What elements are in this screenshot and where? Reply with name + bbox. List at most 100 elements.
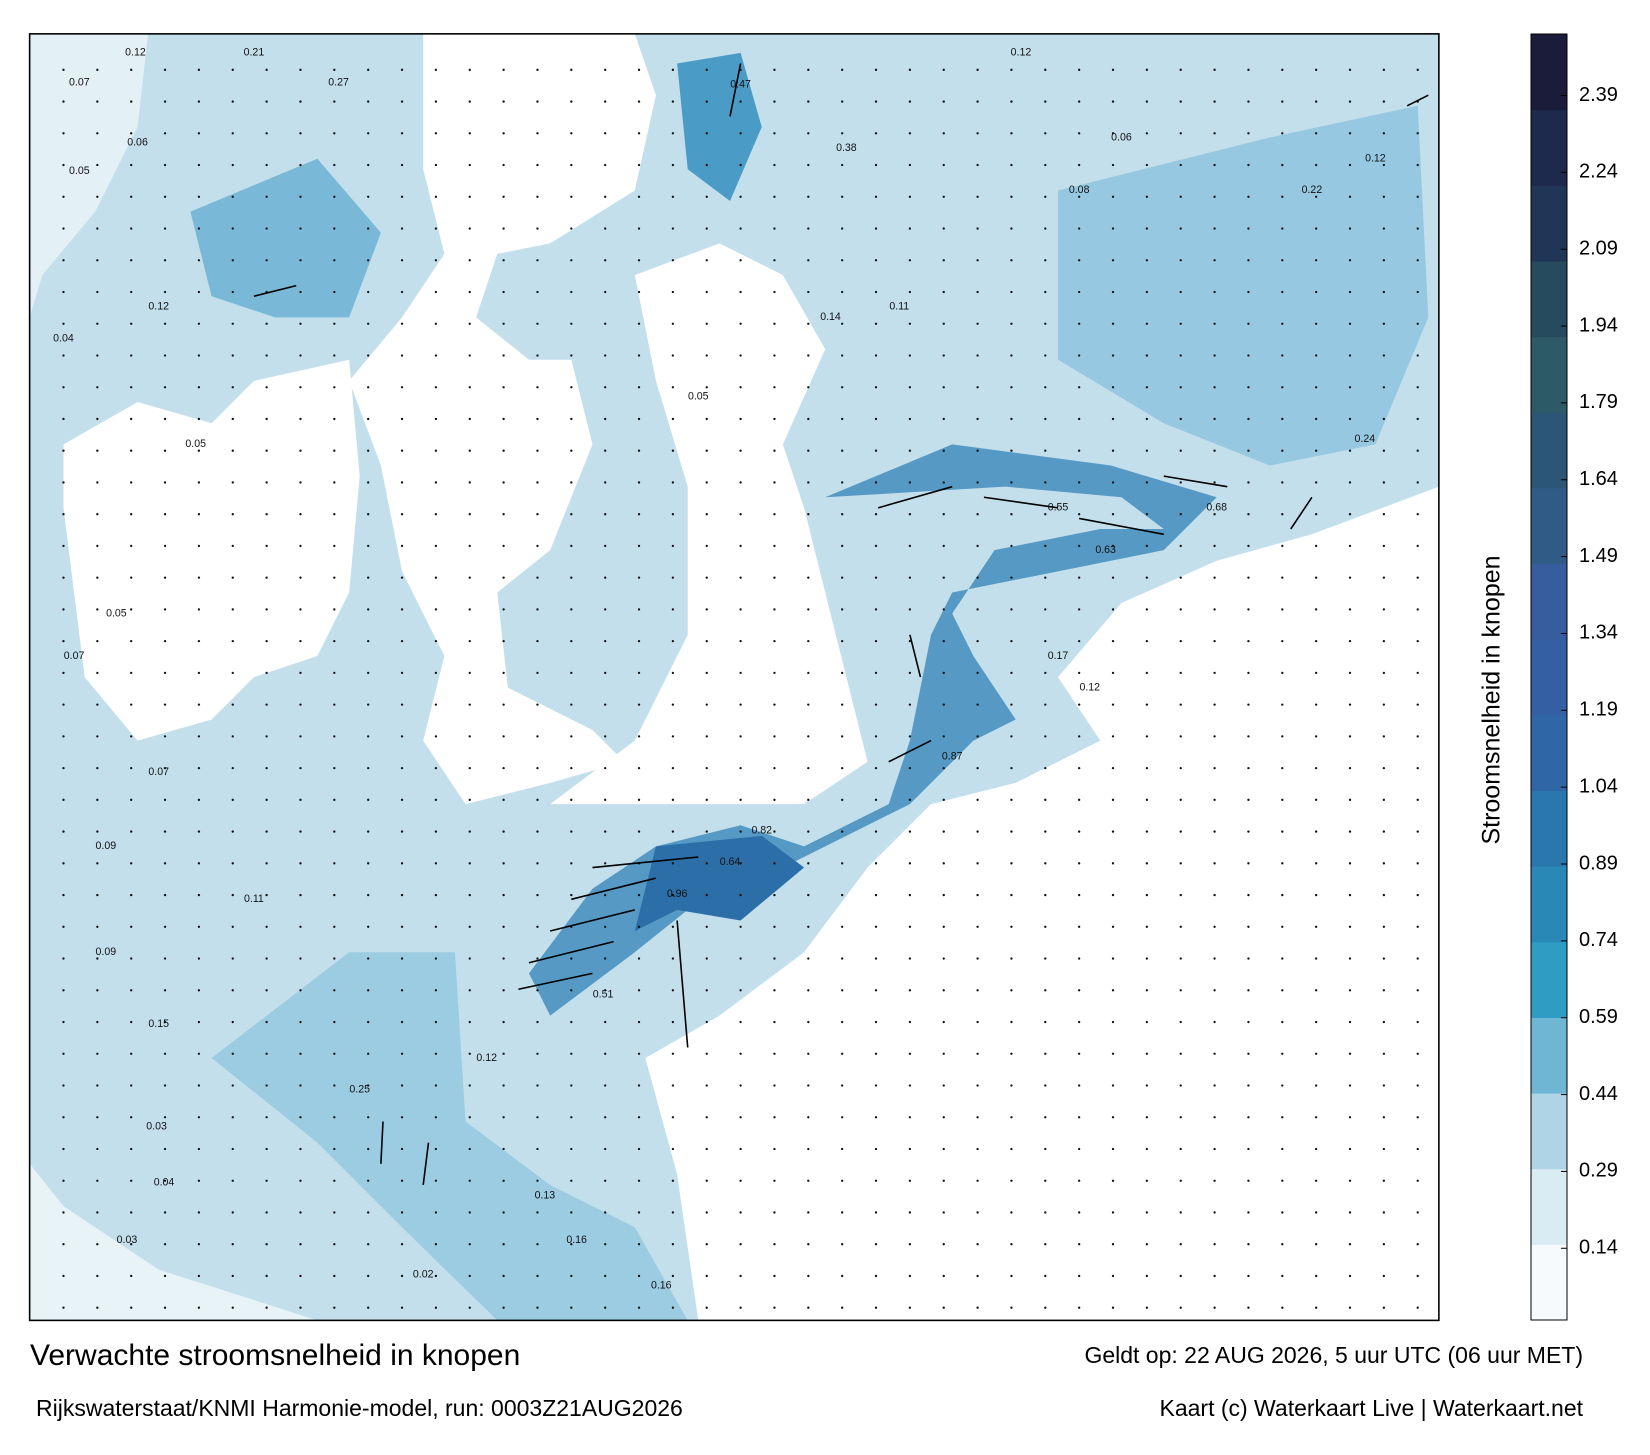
grid-dot [976,1179,979,1182]
grid-dot [1281,1052,1284,1055]
grid-dot [671,639,675,643]
grid-dot [874,481,878,484]
grid-dot [705,195,708,198]
grid-dot [333,608,336,611]
speed-label: 0.12 [476,1052,497,1064]
grid-dot [1213,354,1216,357]
grid-dot [1010,608,1013,611]
grid-dot [434,227,438,230]
grid-dot [739,1179,742,1182]
grid-dot [231,703,234,706]
grid-dot [502,1306,505,1309]
grid-dot [1281,386,1284,389]
grid-dot [1111,449,1115,452]
grid-dot [299,862,302,865]
grid-dot [1179,132,1182,135]
grid-dot [1010,290,1013,294]
grid-dot [637,1243,641,1246]
grid-dot [1077,1116,1081,1119]
grid-dot [468,513,471,516]
grid-dot [130,354,133,357]
land [645,486,1439,1321]
grid-dot [1044,544,1047,548]
grid-dot [1416,989,1419,992]
grid-dot [976,1243,979,1246]
grid-dot [231,1211,234,1214]
grid-dot [604,68,607,71]
grid-dot [807,449,810,452]
grid-dot [163,608,167,611]
grid-dot [502,1147,505,1151]
grid-dot [1348,893,1352,897]
grid-dot [1416,1020,1419,1024]
grid-dot [874,449,878,452]
grid-dot [705,1306,708,1309]
grid-dot [1281,163,1284,167]
colorbar-tick-label: 0.44 [1579,1083,1618,1105]
grid-dot [1077,513,1081,516]
grid-dot [231,386,234,389]
arrow [549,909,635,932]
grid-dot [942,1147,945,1151]
grid-dot [197,608,201,611]
grid-dot [773,1243,776,1246]
grid-dot [1145,1052,1149,1055]
grid-dot [231,68,234,71]
grid-dot [739,322,742,325]
grid-dot [1010,354,1013,357]
grid-dot [367,1211,370,1214]
grid-dot [1111,1179,1115,1182]
grid-dot [739,163,742,167]
grid-dot [434,1179,438,1182]
grid-dot [1281,1179,1284,1182]
grid-dot [976,290,979,294]
grid-dot [96,1020,99,1024]
speed-label: 0.63 [1095,544,1116,556]
grid-dot [908,703,912,706]
arrow [1079,517,1164,536]
grid-dot [1416,957,1419,960]
grid-dot [874,100,878,103]
grid-dot [1348,1116,1352,1119]
grid-dot [62,386,65,389]
grid-dot [1348,576,1352,579]
grid-dot [807,608,810,611]
grid-dot [1314,766,1318,770]
grid-dot [637,417,641,421]
grid-dot [1247,544,1250,548]
grid-dot [163,862,167,865]
grid-dot [163,703,167,706]
grid-dot [1145,195,1149,198]
grid-dot [197,1306,201,1309]
grid-dot [231,354,234,357]
grid-dot [1281,1274,1284,1278]
grid-dot [96,163,99,167]
grid-dot [1145,893,1149,897]
grid-dot [841,1147,844,1151]
grid-dot [400,925,404,928]
grid-dot [536,1211,539,1214]
grid-dot [163,1211,167,1214]
grid-dot [1044,259,1047,262]
grid-dot [1145,386,1149,389]
current-arrows [253,63,1429,1186]
grid-dot [536,481,539,484]
grid-dot [62,481,65,484]
grid-dot [671,132,675,135]
grid-dot [536,322,539,325]
grid-dot [1213,1020,1216,1024]
grid-dot [400,1274,404,1278]
grid-dot [841,608,844,611]
grid-dot [1111,1211,1115,1214]
grid-dot [841,417,844,421]
grid-dot [841,1306,844,1309]
grid-dot [536,925,539,928]
grid-dot [841,798,844,802]
grid-dot [1077,417,1081,421]
grid-dot [637,957,641,960]
grid-dot [1145,576,1149,579]
arrow [528,940,614,964]
grid-dot [1416,290,1419,294]
grid-dot [1179,798,1182,802]
grid-dot [62,132,65,135]
